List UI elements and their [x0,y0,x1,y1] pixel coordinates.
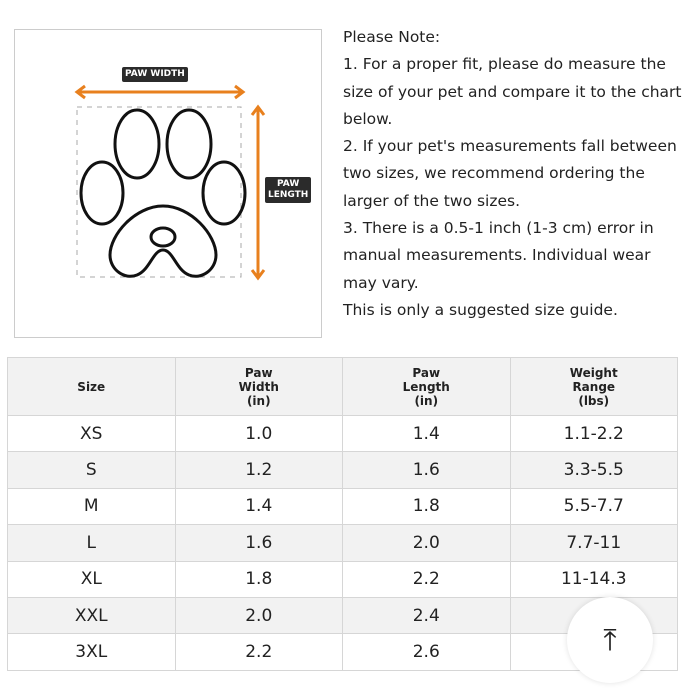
note-line: 1. For a proper fit, please do measure t… [343,55,666,74]
cell-weight-range: 7.7-11 [509,524,678,562]
table-row: XL 1.8 2.2 11-14.3 [7,560,678,598]
note-line: below. [343,109,393,128]
notes-heading: Please Note: [343,28,441,46]
cell-weight-range: 1.1-2.2 [509,414,678,453]
cell-size: S [7,451,176,489]
header-paw-width: Paw Width (in) [174,357,343,416]
cell-weight-range: 3.3-5.5 [509,451,678,489]
note-line: two sizes, we recommend ordering the [343,164,645,183]
paw-print-icon [74,84,266,281]
cell-paw-width: 1.2 [174,451,343,489]
cell-paw-length: 2.0 [342,524,511,562]
note-line: may vary. [343,273,419,292]
cell-weight-range: 11-14.3 [509,560,678,598]
cell-paw-length: 2.4 [342,596,511,635]
header-paw-length: Paw Length (in) [342,357,511,416]
table-row: XS 1.0 1.4 1.1-2.2 [7,414,678,453]
scroll-to-top-button[interactable]: ⤒ [567,597,653,683]
cell-size: XS [7,414,176,453]
cell-paw-length: 2.6 [342,633,511,671]
cell-paw-length: 1.6 [342,451,511,489]
cell-paw-length: 1.8 [342,487,511,526]
size-chart-table: Size Paw Width (in) Paw Length (in) Weig… [7,357,678,671]
paw-width-label: PAW WIDTH [122,67,188,82]
note-line: This is only a suggested size guide. [343,300,618,319]
paw-length-label: PAW LENGTH [265,177,312,203]
header-size: Size [7,357,176,416]
cell-paw-width: 1.6 [174,524,343,562]
cell-size: XXL [7,596,176,635]
cell-weight-range: 5.5-7.7 [509,487,678,526]
note-line: size of your pet and compare it to the c… [343,82,682,101]
note-line: manual measurements. Individual wear [343,246,651,265]
paw-measurement-diagram: PAW WIDTH PAW LENGTH [14,29,322,338]
cell-paw-width: 1.4 [174,487,343,526]
cell-paw-length: 1.4 [342,414,511,453]
table-row: S 1.2 1.6 3.3-5.5 [7,451,678,489]
table-header-row: Size Paw Width (in) Paw Length (in) Weig… [7,357,678,416]
cell-paw-length: 2.2 [342,560,511,598]
note-line: 3. There is a 0.5-1 inch (1-3 cm) error … [343,219,654,238]
cell-size: L [7,524,176,562]
cell-paw-width: 2.2 [174,633,343,671]
size-notes: Please Note: 1. For a proper fit, please… [343,24,683,324]
header-weight-range: Weight Range (lbs) [509,357,678,416]
cell-paw-width: 1.8 [174,560,343,598]
cell-size: XL [7,560,176,598]
table-row: L 1.6 2.0 7.7-11 [7,524,678,562]
note-line: 2. If your pet's measurements fall betwe… [343,137,677,156]
cell-paw-width: 2.0 [174,596,343,635]
table-row: M 1.4 1.8 5.5-7.7 [7,487,678,526]
note-line: larger of the two sizes. [343,191,521,210]
cell-paw-width: 1.0 [174,414,343,453]
cell-size: 3XL [7,633,176,671]
arrow-up-to-top-icon: ⤒ [603,622,617,658]
cell-size: M [7,487,176,526]
